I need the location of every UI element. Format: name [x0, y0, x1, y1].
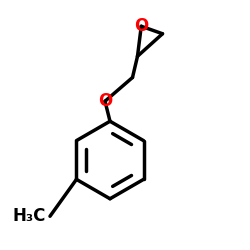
Text: H₃C: H₃C — [13, 207, 46, 225]
Text: O: O — [98, 92, 112, 110]
Text: O: O — [134, 17, 148, 35]
